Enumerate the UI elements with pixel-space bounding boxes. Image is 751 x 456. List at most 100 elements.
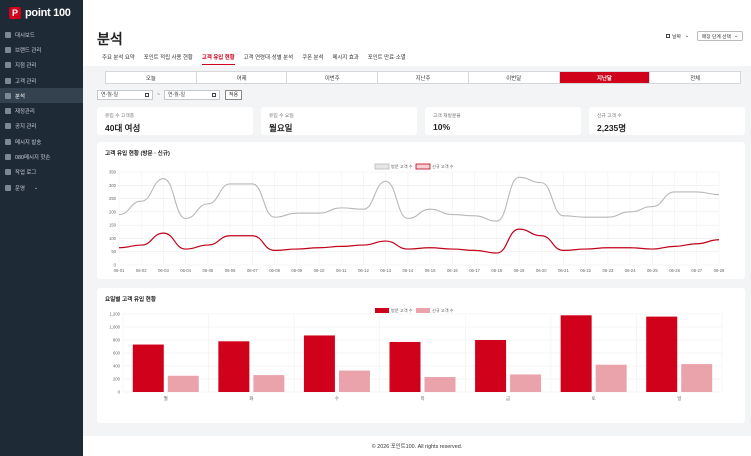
calendar-icon (211, 92, 216, 97)
x-tick-label: 토 (592, 396, 596, 401)
sidebar-item[interactable]: 고객 관리 (0, 73, 83, 88)
x-tick-label: 06-01 (114, 268, 125, 273)
legend-swatch (415, 163, 431, 170)
bar-chart-panel: 요일별 고객 유입 현황 0 200 400 600 800 1,000 1,200 월 화 수 목… (97, 288, 745, 423)
card-value: 40대 여성 (105, 123, 141, 133)
users-icon (5, 77, 11, 84)
sidebar-item-label: 브랜드 관리 (15, 47, 42, 54)
bar (253, 375, 285, 392)
sidebar-item[interactable]: 080메시지 핫손 (0, 149, 83, 164)
y-tick-label: 0 (114, 263, 117, 268)
sidebar-item-label: 대시보드 (15, 32, 35, 39)
period-button[interactable]: 지난달 (559, 72, 651, 83)
period-button[interactable]: 어제 (197, 72, 288, 83)
x-tick-label: 06-14 (403, 268, 414, 273)
period-button[interactable]: 오늘 (106, 72, 197, 83)
sidebar-item[interactable]: 운영 ⌄ (0, 180, 83, 195)
x-tick-label: 월 (164, 395, 168, 402)
x-tick-label: 06-27 (691, 268, 702, 273)
sidebar-item[interactable]: 지점 관리 (0, 58, 83, 73)
bar (167, 375, 199, 392)
chevron-down-icon: ⌄ (684, 33, 689, 39)
line-chart-title: 고객 유입 현황 (방문 · 신규) (105, 151, 170, 157)
phone-icon (5, 154, 11, 161)
end-date-input[interactable]: 연-월-일 (163, 89, 220, 100)
summary-card: 유입 수 요일 월요일 (261, 107, 417, 135)
card-value: 10% (433, 122, 451, 132)
x-tick-label: 수 (335, 396, 339, 402)
legend-label: 방문 고객 수 (391, 163, 413, 170)
y-tick-label: 200 (113, 377, 121, 382)
tab[interactable]: 메시지 효과 (332, 55, 359, 61)
bar-chart: 0 200 400 600 800 1,000 1,200 월 화 수 목 금 토 일 방문 고객 수 신규 … (110, 307, 723, 402)
sidebar-item[interactable]: 분석 (0, 88, 83, 104)
sidebar-item[interactable]: 메시지 발송 (0, 134, 83, 149)
x-tick-label: 일 (677, 395, 681, 401)
x-tick-label: 06-20 (536, 268, 547, 273)
bar (424, 377, 456, 392)
store-level-dropdown[interactable]: 매장 단계 선택 ⌄ (696, 31, 743, 41)
x-tick-label: 06-13 (380, 268, 391, 273)
date-selector[interactable]: 날짜 ⌄ (666, 31, 689, 41)
y-tick-label: 350 (109, 170, 117, 175)
y-tick-label: 300 (109, 183, 117, 188)
period-button[interactable]: 전체 (690, 75, 701, 82)
start-date-input[interactable]: 연-월-일 (97, 89, 153, 100)
sidebar-item[interactable]: 재정관리 (0, 103, 83, 118)
sidebar-item[interactable]: 공지 관리 (0, 119, 83, 134)
sidebar-item-label: 지점 관리 (15, 63, 37, 70)
sidebar-item[interactable]: 작업 로그 (0, 165, 83, 180)
x-tick-label: 06-07 (247, 268, 258, 273)
dashboard-icon (5, 31, 11, 38)
bar (132, 344, 164, 392)
log-icon (5, 169, 11, 176)
x-tick-label: 목 (420, 396, 424, 402)
logo[interactable]: P point 100 (0, 0, 83, 24)
y-tick-label: 600 (113, 351, 121, 356)
sidebar-item-label: 분석 (15, 93, 25, 100)
bar (338, 370, 370, 392)
calendar-icon (145, 92, 149, 97)
brand-icon (5, 46, 11, 53)
tab[interactable]: 주요 분석 요약 (102, 55, 135, 61)
legend-swatch (375, 308, 389, 313)
period-button[interactable]: 이번주 (287, 72, 379, 83)
line-chart-panel: 고객 유입 현황 (방문 · 신규) 0 50 100 150 200 250 300 350… (97, 142, 745, 279)
x-tick-label: 06-06 (225, 268, 236, 273)
x-tick-label: 06-16 (447, 268, 458, 273)
tab[interactable]: 고객 유입 현황 (201, 53, 235, 65)
bar (218, 341, 250, 392)
tab[interactable]: 포인트 만료·소멸 (367, 55, 406, 61)
y-tick-label: 100 (109, 236, 117, 241)
gear-icon (5, 184, 11, 191)
start-date-placeholder: 연-월-일 (101, 92, 119, 98)
x-tick-label: 06-08 (269, 268, 280, 273)
end-date-placeholder: 연-월-일 (167, 92, 186, 98)
x-tick-label: 06-25 (647, 268, 658, 273)
finance-icon (5, 108, 11, 115)
card-label: 신규 고객 수 (597, 114, 622, 119)
x-tick-label: 06-09 (291, 268, 302, 273)
tab[interactable]: 고객 연령대·성별 분석 (243, 55, 294, 61)
analytics-icon (5, 92, 11, 99)
sidebar-item-label: 작업 로그 (15, 170, 37, 177)
tab[interactable]: 쿠폰 분석 (302, 55, 324, 61)
period-button[interactable]: 지난주 (378, 72, 469, 83)
sidebar-item[interactable]: 대시보드 (0, 27, 83, 42)
y-tick-label: 1,200 (110, 312, 121, 317)
dropdown-label: 매장 단계 선택 (701, 34, 731, 40)
page-title: 분석 (97, 31, 123, 47)
x-tick-label: 06-12 (358, 268, 369, 273)
period-button[interactable]: 이번달 (469, 72, 560, 83)
sidebar-item-label: 고객 관리 (15, 78, 37, 85)
bar (681, 364, 713, 392)
x-tick-label: 06-28 (714, 268, 725, 273)
card-label: 유입 수 고객층 (105, 114, 135, 119)
x-tick-label: 06-21 (558, 268, 569, 273)
apply-button[interactable]: 적용 (224, 89, 243, 100)
sidebar-item[interactable]: 브랜드 관리 (0, 42, 83, 57)
logo-mark: P (9, 7, 21, 19)
legend-label: 신규 고객 수 (432, 307, 454, 314)
tab[interactable]: 포인트 적립 사용 현황 (143, 55, 193, 61)
y-tick-label: 250 (109, 196, 117, 201)
